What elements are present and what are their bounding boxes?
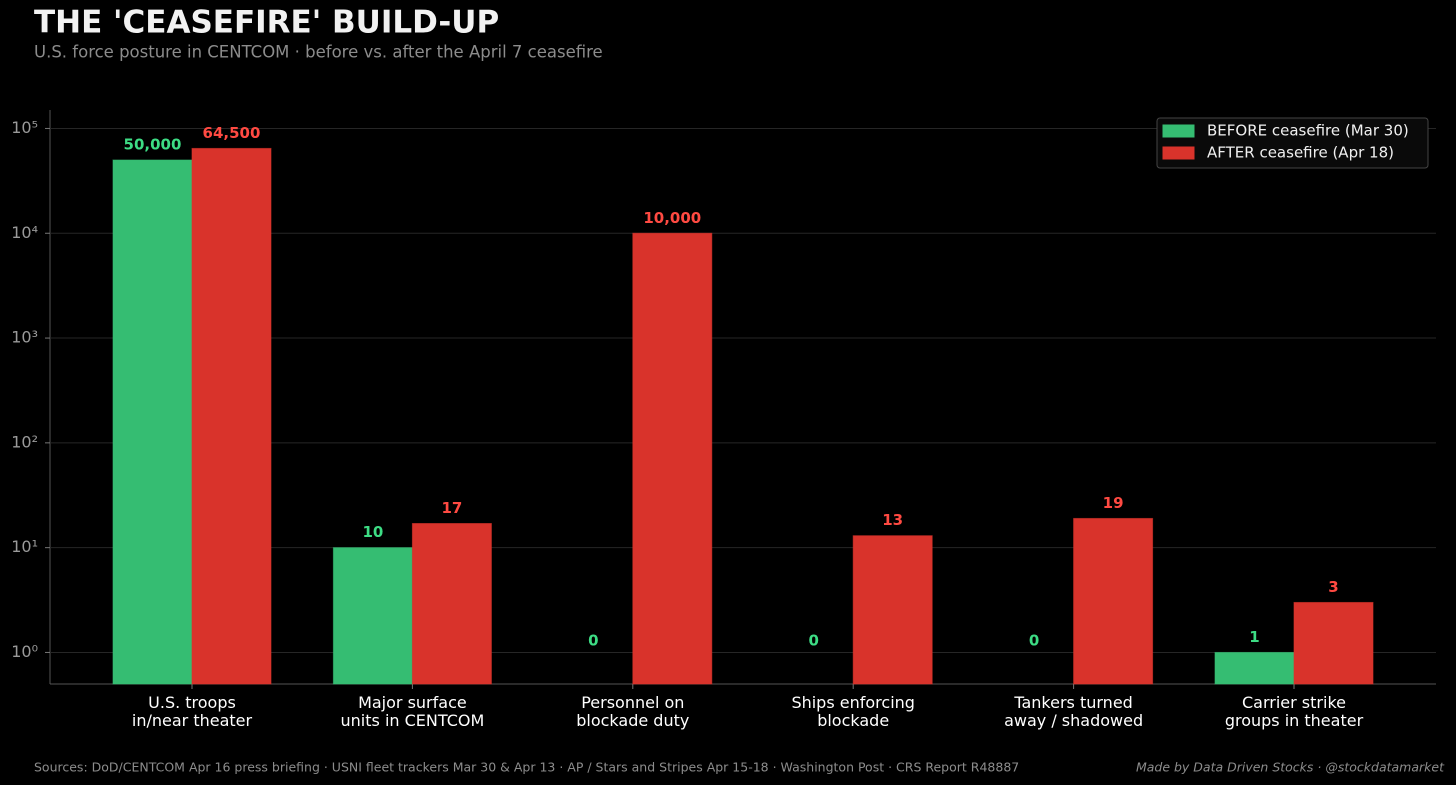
- y-tick-label: 10⁴: [11, 223, 38, 242]
- y-tick-label: 10³: [11, 328, 38, 347]
- value-label: 3: [1328, 578, 1338, 596]
- x-tick-label: Tankers turned away / shadowed: [1004, 693, 1144, 730]
- legend-swatch: [1162, 124, 1195, 138]
- bar: [332, 547, 413, 685]
- x-tick-label: U.S. troops in/near theater: [131, 693, 253, 730]
- bar: [632, 232, 713, 685]
- value-label: 0: [1029, 632, 1039, 650]
- bar: [852, 535, 933, 685]
- legend-label: AFTER ceasefire (Apr 18): [1207, 144, 1394, 162]
- x-tick-label: Carrier strike groups in theater: [1224, 693, 1364, 730]
- chart-subtitle: U.S. force posture in CENTCOM · before v…: [34, 43, 603, 62]
- chart-title: THE 'CEASEFIRE' BUILD-UP: [34, 5, 499, 41]
- y-tick-label: 10²: [11, 432, 38, 451]
- bar: [1214, 651, 1295, 685]
- legend-swatch: [1162, 146, 1195, 160]
- grid: [50, 127, 1436, 653]
- bar: [191, 147, 272, 685]
- value-label: 0: [588, 632, 598, 650]
- bar: [1293, 601, 1374, 685]
- value-label: 19: [1103, 494, 1124, 512]
- bar: [112, 159, 193, 685]
- footer-credit: Made by Data Driven Stocks · @stockdatam…: [1136, 760, 1445, 775]
- x-tick-label: Ships enforcing blockade: [791, 693, 915, 730]
- y-tick-label: 10⁵: [11, 118, 38, 137]
- value-label: 13: [882, 511, 903, 529]
- y-tick-label: 10⁰: [11, 642, 38, 661]
- bar: [1073, 517, 1154, 685]
- value-label: 50,000: [124, 136, 182, 154]
- value-label: 0: [808, 632, 818, 650]
- legend-box: [1156, 117, 1429, 169]
- legend-label: BEFORE ceasefire (Mar 30): [1207, 122, 1409, 140]
- x-tick-label: Major surface units in CENTCOM: [340, 693, 485, 730]
- x-tick-label: Personnel on blockade duty: [576, 693, 690, 730]
- footer-sources: Sources: DoD/CENTCOM Apr 16 press briefi…: [34, 760, 1019, 775]
- value-label: 17: [441, 499, 462, 517]
- value-label: 64,500: [203, 124, 261, 142]
- value-label: 10,000: [643, 209, 701, 227]
- bar: [411, 523, 492, 685]
- value-label: 10: [362, 523, 383, 541]
- value-label: 1: [1249, 628, 1259, 646]
- y-tick-label: 10¹: [11, 537, 38, 556]
